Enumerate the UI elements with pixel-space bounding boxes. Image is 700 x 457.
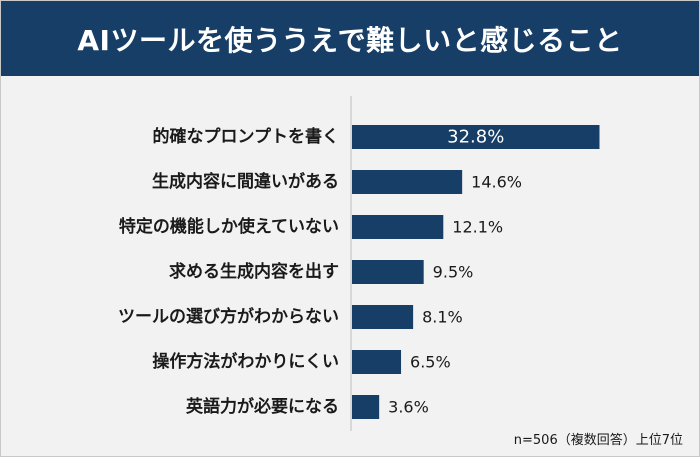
value-label: 9.5% — [433, 263, 474, 282]
bars — [352, 125, 600, 419]
value-labels: 32.8% 14.6% 12.1% 9.5% 8.1% 6.5% 3.6% — [388, 127, 522, 417]
value-label: 8.1% — [422, 308, 463, 327]
category-label: 生成内容に間違いがある — [152, 171, 339, 192]
bar — [352, 125, 600, 149]
category-label: 的確なプロンプトを書く — [153, 126, 340, 147]
bar — [352, 260, 424, 284]
bar — [352, 305, 414, 329]
chart-title: AIツールを使ううえで難しいと感じること — [1, 1, 699, 76]
category-label: ツールの選び方がわからない — [118, 306, 339, 327]
category-labels: 的確なプロンプトを書く生成内容に間違いがある特定の機能しか使えていない求める生成… — [118, 126, 339, 417]
value-label: 12.1% — [452, 218, 503, 237]
bar — [352, 170, 463, 194]
value-label: 6.5% — [410, 353, 451, 372]
value-label: 32.8% — [447, 127, 504, 148]
bar — [352, 215, 444, 239]
value-label: 3.6% — [388, 398, 429, 417]
category-label: 特定の機能しか使えていない — [119, 216, 339, 237]
value-label: 14.6% — [471, 173, 522, 192]
category-label: 求める生成内容を出す — [169, 261, 339, 282]
category-label: 操作方法がわかりにくい — [152, 351, 339, 372]
bar — [352, 350, 402, 374]
sample-note: n=506（複数回答）上位7位 — [513, 433, 683, 448]
bar-chart: 的確なプロンプトを書く生成内容に間違いがある特定の機能しか使えていない求める生成… — [118, 96, 600, 431]
bar — [352, 395, 380, 419]
category-label: 英語力が必要になる — [186, 396, 339, 417]
